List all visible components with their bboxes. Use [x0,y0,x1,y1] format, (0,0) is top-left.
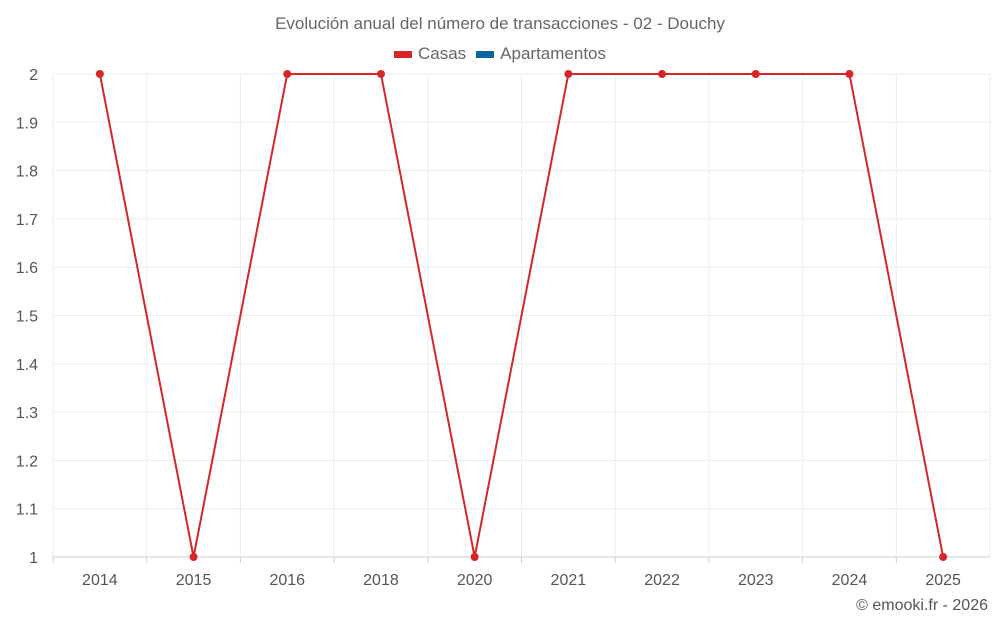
data-point [470,553,479,561]
x-tick-label: 2018 [363,572,399,589]
y-tick-label: 1.1 [16,502,38,519]
y-tick-label: 1.2 [16,453,38,470]
x-tick-label: 2025 [925,572,961,589]
legend-swatch-casas [393,50,412,58]
chart-title: Evolución anual del número de transaccio… [275,14,725,33]
data-point [751,70,760,78]
data-point [939,553,948,561]
y-tick-label: 1.9 [16,115,38,132]
data-point [95,70,104,78]
y-tick-label: 1.7 [16,212,38,229]
legend: Casas Apartamentos [0,44,1000,64]
x-tick-label: 2016 [269,572,305,589]
x-tick-label: 2022 [644,572,680,589]
data-point [564,70,573,78]
legend-label: Casas [417,44,467,63]
y-tick-label: 1.4 [16,357,38,374]
y-tick-label: 1 [29,550,38,567]
y-tick-label: 2 [29,67,38,84]
legend-label: Apartamentos [500,44,607,63]
y-tick-label: 1.5 [16,309,38,326]
x-tick-label: 2023 [738,572,774,589]
series-line-casas [98,73,945,558]
legend-swatch-apartamentos [476,50,495,58]
x-tick-label: 2015 [176,572,212,589]
data-point [189,553,198,561]
data-point [376,70,385,78]
legend-item-casas[interactable]: Casas [393,44,467,64]
x-tick-label: 2020 [457,572,493,589]
data-point [283,70,292,78]
data-point [658,70,667,78]
y-tick-label: 1.6 [16,260,38,277]
x-tick-label: 2014 [82,572,118,589]
y-tick-label: 1.8 [16,164,38,181]
credit: © emooki.fr - 2026 [856,597,988,614]
data-point [845,70,854,78]
y-tick-label: 1.3 [16,405,38,422]
x-tick-label: 2021 [551,572,587,589]
legend-item-apartamentos[interactable]: Apartamentos [476,44,606,64]
x-tick-label: 2024 [832,572,868,589]
